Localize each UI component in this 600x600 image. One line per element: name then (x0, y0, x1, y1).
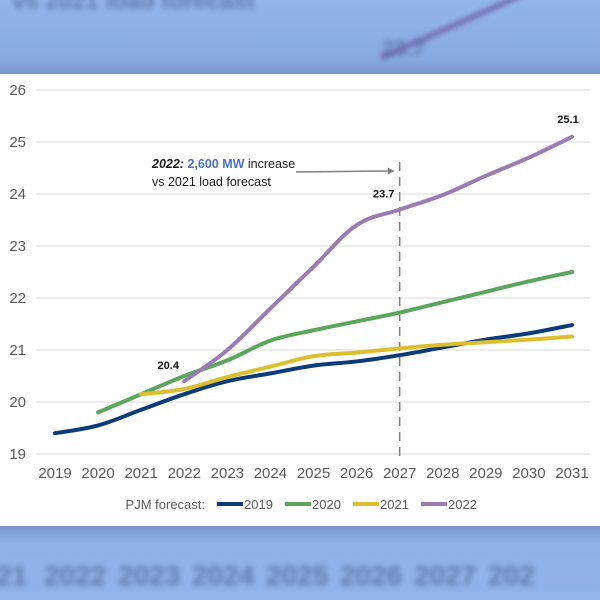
x-tick-label: 2021 (124, 465, 157, 482)
blurred-background-bottom: 21 2022 2023 2024 2025 2026 2027 202 (0, 526, 600, 600)
x-tick-label: 2028 (426, 465, 459, 482)
y-tick-label: 24 (9, 186, 26, 203)
annotation-arrow-head (387, 167, 395, 175)
legend-title: PJM forecast: (126, 497, 205, 512)
x-tick-label: 2019 (38, 465, 71, 482)
x-tick-label: 2022 (168, 465, 201, 482)
blurred-tick-label: 2026 (340, 560, 403, 591)
annotation-line-2: vs 2021 load forecast (152, 175, 271, 189)
blurred-tick-label: 2023 (118, 560, 181, 591)
annotation-arrow-shaft (295, 170, 388, 173)
legend-label-2019: 2019 (244, 497, 273, 512)
x-tick-label: 2030 (512, 465, 545, 482)
series-line-2019 (53, 323, 574, 436)
blurred-annotation-text: vs 2021 load forecast (12, 0, 255, 15)
y-tick-label: 20 (9, 394, 26, 411)
x-tick-label: 2023 (211, 465, 244, 482)
series-line-2021 (139, 334, 574, 397)
y-tick-label: 25 (9, 134, 26, 151)
data-label: 25.1 (557, 114, 578, 126)
blurred-tick-label: 2024 (192, 560, 255, 591)
series-line-2022 (182, 134, 574, 384)
annotation-line-1: 2022: 2,600 MW increase (151, 157, 295, 171)
data-label: 23.7 (373, 189, 394, 201)
x-tick-label: 2026 (340, 465, 373, 482)
x-tick-label: 2024 (254, 465, 287, 482)
series-line-2020 (96, 270, 574, 415)
blurred-tick-label: 2022 (44, 560, 107, 591)
y-tick-label: 26 (9, 82, 26, 99)
chart-card: 19 20 21 22 23 24 25 26 2019 2020 2021 2022 2023 2024… (0, 74, 600, 526)
blurred-tick-label: 2025 (266, 560, 329, 591)
data-label: 20.4 (158, 360, 180, 372)
y-tick-label: 22 (9, 290, 26, 307)
blurred-tick-label: 21 (0, 560, 28, 591)
x-tick-label: 2020 (81, 465, 114, 482)
x-tick-label: 2027 (383, 465, 416, 482)
blurred-background-top: vs 2021 load forecast 23.7 (0, 0, 600, 74)
x-tick-label: 2029 (469, 465, 502, 482)
y-tick-label: 21 (9, 342, 26, 359)
legend-label-2020: 2020 (312, 497, 341, 512)
y-tick-label: 19 (9, 446, 26, 463)
legend-label-2021: 2021 (380, 497, 409, 512)
x-tick-label: 2025 (297, 465, 330, 482)
annotation-highlight: 2,600 MW (187, 157, 244, 171)
annotation-rest: increase (244, 157, 295, 171)
x-tick-label: 2031 (555, 465, 588, 482)
y-tick-label: 23 (9, 238, 26, 255)
legend-label-2022: 2022 (448, 497, 477, 512)
annotation-year: 2022: (151, 157, 187, 171)
blurred-tick-label: 2027 (414, 560, 477, 591)
blurred-tick-label: 202 (488, 560, 535, 591)
